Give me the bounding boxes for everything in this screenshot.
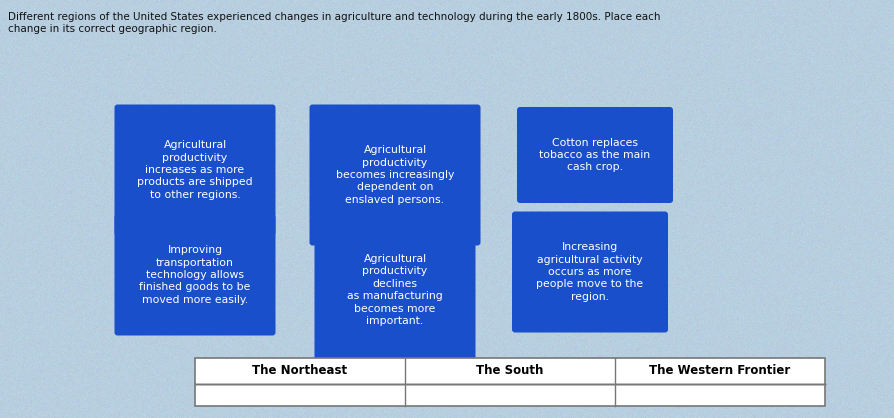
FancyBboxPatch shape [517,107,672,203]
Text: change in its correct geographic region.: change in its correct geographic region. [8,24,216,34]
Bar [195,358,824,406]
FancyBboxPatch shape [309,104,480,245]
Text: The Northeast: The Northeast [252,364,347,377]
Text: The Western Frontier: The Western Frontier [649,364,789,377]
FancyBboxPatch shape [314,214,475,365]
FancyBboxPatch shape [114,214,275,336]
Text: The South: The South [476,364,543,377]
FancyBboxPatch shape [511,212,667,332]
Text: Agricultural
productivity
becomes increasingly
dependent on
enslaved persons.: Agricultural productivity becomes increa… [335,145,453,205]
Text: Cotton replaces
tobacco as the main
cash crop.: Cotton replaces tobacco as the main cash… [539,138,650,172]
Text: Different regions of the United States experienced changes in agriculture and te: Different regions of the United States e… [8,12,660,22]
FancyBboxPatch shape [114,104,275,235]
Text: Improving
transportation
technology allows
finished goods to be
moved more easil: Improving transportation technology allo… [139,245,250,305]
Text: Agricultural
productivity
increases as more
products are shipped
to other region: Agricultural productivity increases as m… [137,140,252,200]
Text: Increasing
agricultural activity
occurs as more
people move to the
region.: Increasing agricultural activity occurs … [536,242,643,302]
Text: Agricultural
productivity
declines
as manufacturing
becomes more
important.: Agricultural productivity declines as ma… [347,254,443,326]
